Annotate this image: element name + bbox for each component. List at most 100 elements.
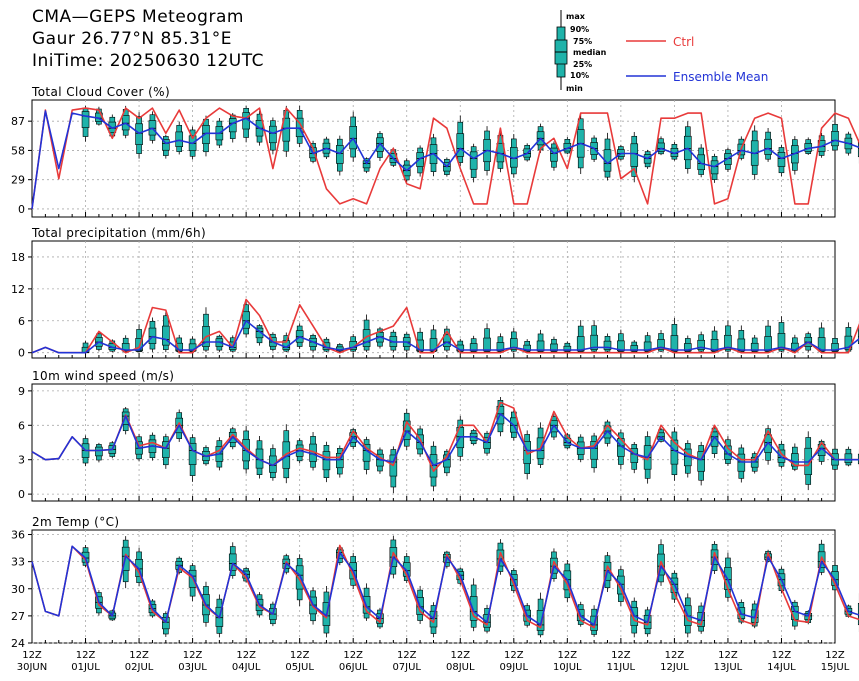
x-tick-label-date: 11JUL — [607, 662, 636, 673]
y-tick-label: 30 — [11, 583, 25, 596]
ensemble-box-inner — [831, 343, 839, 352]
x-tick-label-hour: 12Z — [129, 650, 149, 661]
ensemble-box-inner — [630, 345, 639, 352]
x-tick-label-date: 09JUL — [500, 662, 529, 673]
x-tick-label-date: 02JUL — [125, 662, 154, 673]
panel-title: Total Cloud Cover (%) — [31, 85, 170, 99]
x-tick-label-hour: 12Z — [504, 650, 524, 661]
y-tick-label: 33 — [11, 556, 25, 569]
ensemble-box-inner — [750, 342, 759, 352]
ensemble-box-inner — [188, 442, 197, 465]
legend-mean-label: Ensemble Mean — [673, 70, 768, 84]
ensemble-box-inner — [483, 337, 491, 352]
title-block: CMA—GEPS Meteogram Gaur 26.77°N 85.31°E … — [32, 6, 264, 72]
x-tick-label-date: 07JUL — [392, 662, 421, 673]
y-tick-label: 0 — [18, 488, 25, 501]
legend-box-label: 75% — [573, 37, 592, 46]
x-tick-label-date: 12JUL — [660, 662, 689, 673]
ensemble-mean-line — [31, 110, 859, 210]
ensemble-box-inner — [162, 616, 170, 630]
ctrl-line — [31, 401, 859, 473]
x-tick-label-hour: 12Z — [772, 650, 792, 661]
ensemble-box-inner — [764, 138, 772, 155]
ensemble-mean-line — [31, 319, 859, 354]
x-tick-label-hour: 12Z — [290, 650, 310, 661]
ensemble-box-inner — [469, 343, 478, 352]
ensemble-mean-line — [31, 412, 859, 467]
legend-box-label: 10% — [570, 71, 589, 80]
ensemble-box-inner — [737, 338, 746, 352]
panel-title: Total precipitation (mm/6h) — [31, 226, 206, 240]
ensemble-box-inner — [95, 446, 103, 457]
ensemble-box-inner — [202, 125, 210, 144]
x-tick-label-hour: 12Z — [611, 650, 631, 661]
ensemble-box-inner — [603, 340, 612, 350]
ensemble-box-inner — [550, 343, 558, 352]
ensemble-box-inner — [724, 445, 732, 460]
y-tick-label: 87 — [11, 115, 25, 128]
ensemble-box-inner — [429, 338, 438, 352]
ensemble-box-inner — [228, 553, 237, 571]
ensemble-box-inner — [724, 334, 732, 350]
x-tick-label-hour: 12Z — [450, 650, 470, 661]
ensemble-box-inner — [322, 451, 331, 471]
ensemble-box-inner — [81, 111, 90, 128]
x-tick-label-hour: 12Z — [76, 650, 96, 661]
chart-panel: Total Cloud Cover (%) 0 29 58 87 — [11, 85, 859, 218]
x-tick-label-hour: 12Z — [183, 650, 203, 661]
ensemble-box-inner — [362, 329, 371, 347]
x-tick-label-hour: 12Z — [718, 650, 738, 661]
ensemble-box-inner — [643, 341, 652, 352]
x-tick-label-date: 01JUL — [71, 662, 100, 673]
ensemble-box-inner — [657, 339, 665, 350]
x-tick-label-hour: 12Z — [665, 650, 685, 661]
ensemble-box-inner — [443, 334, 451, 347]
x-tick-label-date: 10JUL — [553, 662, 582, 673]
ensemble-box-inner — [817, 337, 826, 352]
legend-box-label: median — [573, 48, 607, 57]
x-tick-label-date: 04JUL — [232, 662, 261, 673]
x-tick-label-date: 05JUL — [285, 662, 314, 673]
ensemble-box-inner — [536, 340, 545, 352]
ensemble-box-inner — [336, 145, 344, 164]
ctrl-line — [31, 107, 859, 210]
ensemble-box-inner — [456, 133, 465, 157]
ensemble-box-inner — [683, 343, 692, 352]
legend-box-labels: max 90% 75% median 25% 10% min — [566, 12, 607, 93]
ensemble-box-inner — [670, 335, 679, 352]
legend-box-label: max — [566, 12, 586, 21]
ensemble-box-inner — [255, 327, 264, 339]
x-tick-label-hour: 12Z — [236, 650, 256, 661]
x-tick-label-hour: 12Z — [825, 650, 845, 661]
legend-box-label: 90% — [570, 25, 589, 34]
ensemble-box-inner — [336, 452, 344, 469]
ensemble-box-inner — [710, 431, 719, 447]
ensemble-box-inner — [764, 336, 772, 352]
ensemble-box-inner — [416, 152, 424, 167]
x-tick-label-hour: 12Z — [22, 650, 42, 661]
y-tick-label: 6 — [18, 419, 25, 432]
ensemble-box-inner — [697, 339, 705, 350]
ensemble-box-inner — [657, 142, 665, 152]
legend: max 90% 75% median 25% 10% min Ctrl Ensemble M… — [554, 10, 768, 93]
ensemble-box-inner — [295, 565, 304, 590]
y-tick-label: 36 — [11, 529, 25, 542]
y-tick-label: 18 — [11, 251, 25, 264]
x-tick-label-hour: 12Z — [343, 650, 363, 661]
ensemble-box-inner — [362, 160, 371, 169]
legend-box-label: min — [566, 84, 583, 93]
x-tick-label-date: 13JUL — [714, 662, 743, 673]
ensemble-box-inner — [162, 139, 170, 151]
ensemble-box-inner — [697, 451, 705, 472]
ensemble-box-inner — [590, 441, 598, 460]
x-tick-label-date: 15JUL — [821, 662, 850, 673]
ctrl-line — [31, 544, 859, 629]
ensemble-box-inner — [844, 453, 853, 463]
ensemble-box-inner — [469, 151, 478, 170]
ensemble-box-inner — [175, 131, 184, 147]
legend-box-label: 25% — [573, 60, 592, 69]
panel-title: 2m Temp (°C) — [32, 515, 119, 529]
chart-title: CMA—GEPS Meteogram — [32, 7, 244, 27]
y-tick-label: 0 — [18, 347, 25, 360]
